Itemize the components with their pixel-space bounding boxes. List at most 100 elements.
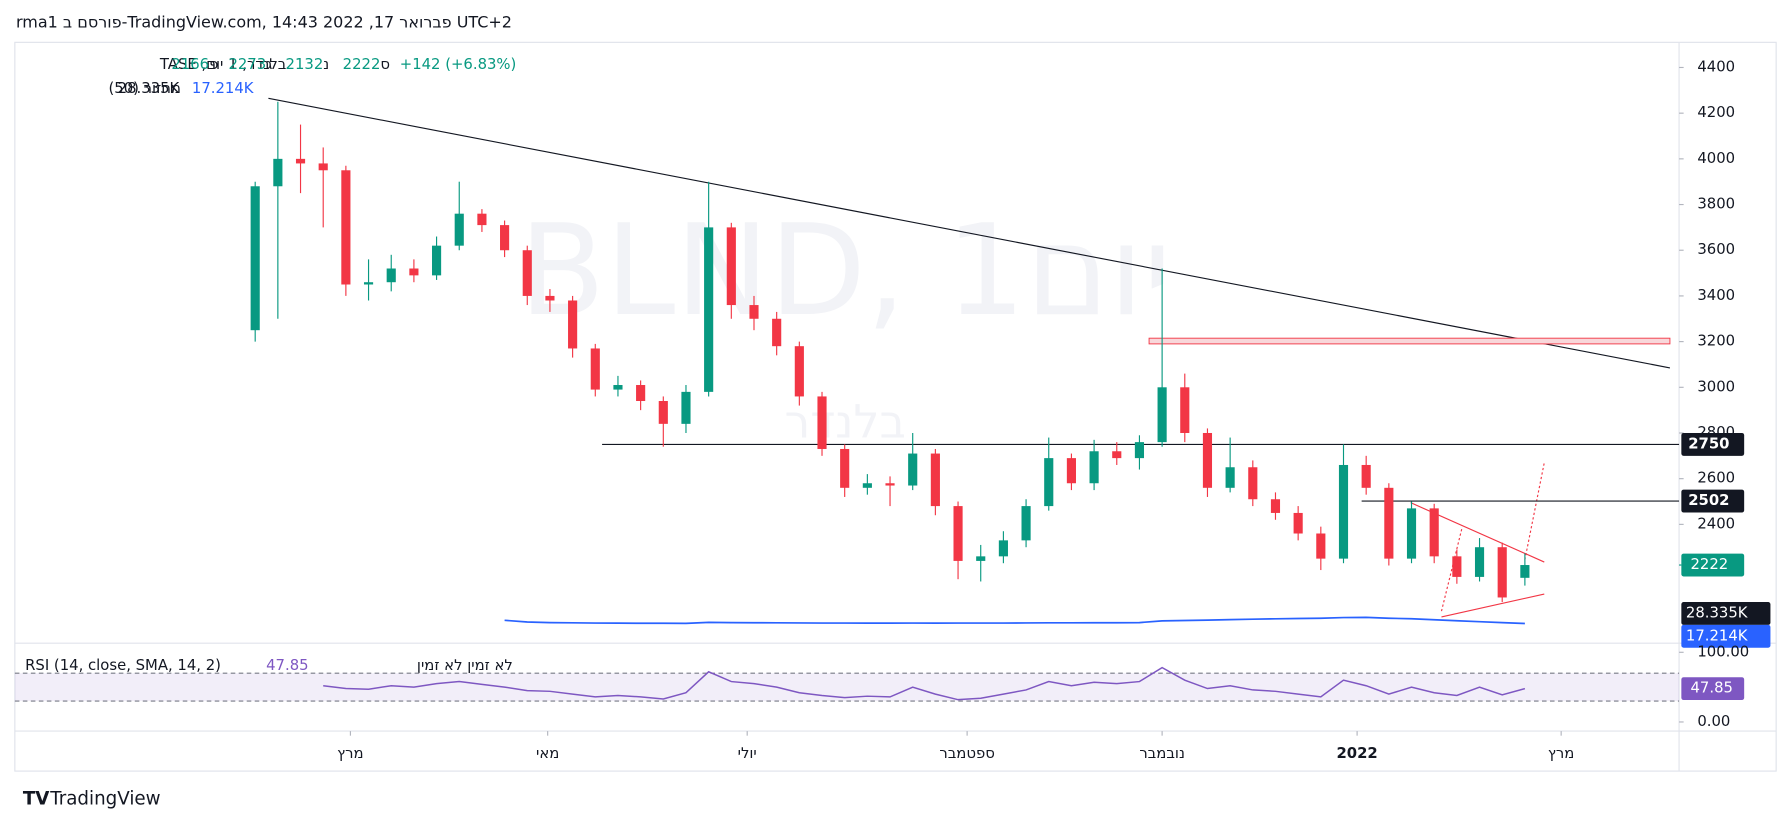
candle-body — [1270, 499, 1281, 513]
x-tick-label: מאי — [536, 745, 559, 762]
candle-body — [1044, 458, 1054, 507]
ohlc-label: נ — [323, 56, 329, 73]
projection — [1440, 527, 1463, 612]
ohlc-item: ס2222 — [343, 56, 390, 73]
candle-body — [1248, 467, 1258, 500]
zone — [1148, 337, 1671, 345]
candle-body — [386, 268, 396, 283]
ohlc-value: 2166 — [171, 56, 209, 73]
candle-body — [953, 506, 963, 561]
level-tag — [1681, 489, 1745, 513]
frame — [14, 41, 1777, 772]
candle-body — [681, 391, 691, 424]
candle-body — [1157, 387, 1167, 443]
candle-body — [409, 268, 419, 276]
candle-body — [636, 385, 646, 402]
candle-body — [1293, 512, 1303, 534]
y-tick-label: 3800 — [1697, 196, 1735, 213]
watermark-sub: בלנדר — [785, 395, 906, 448]
candle-body — [250, 186, 260, 331]
x-tick-label: ספטמבר — [939, 745, 995, 762]
candle-body — [1474, 547, 1485, 577]
symbol: בלנדר, 1 יום, TASE — [159, 56, 286, 73]
candle-body — [1520, 565, 1530, 578]
candle-body — [1406, 508, 1417, 559]
volume-tag — [1681, 624, 1771, 648]
header: rma1 פורסם ב-TradingView.com, פברואר 17,… — [16, 12, 512, 31]
last-price-tag — [1681, 553, 1745, 577]
candle-body — [726, 227, 736, 306]
level-tag — [1681, 432, 1745, 456]
rsi-band-fill — [14, 673, 1680, 702]
volume-name: מחזור (50) — [109, 80, 181, 97]
volume-tag-label: 17.214K — [1686, 627, 1749, 644]
candle-body — [772, 318, 782, 347]
candle-body — [454, 213, 464, 246]
level-tag-label: 2502 — [1688, 492, 1729, 509]
rsi-tag — [1681, 677, 1745, 701]
candle-body — [1338, 464, 1349, 559]
y-tick-label: 4400 — [1697, 58, 1735, 75]
rsi-na: לא זמין לא זמין — [417, 657, 513, 674]
candle-body — [885, 483, 895, 486]
ohlc-item: פ2166 — [171, 56, 218, 73]
x-tick-label: מרץ — [1548, 745, 1574, 762]
y-tick-label: 3200 — [1697, 333, 1735, 350]
watermark: BLND, 1יום — [519, 197, 1171, 344]
volume-tag — [1681, 602, 1771, 625]
footer-logo: TV — [23, 789, 50, 810]
ohlc-label: ס — [380, 56, 390, 73]
rsi-name: RSI (14, close, SMA, 14, 2) — [25, 657, 221, 674]
candle-body — [840, 448, 850, 488]
rsi-line — [323, 666, 1526, 701]
y-tick-label: 3600 — [1697, 241, 1735, 258]
candle-body — [341, 170, 351, 285]
trend-line — [268, 97, 1671, 369]
y-tick-label: 3000 — [1697, 378, 1735, 395]
x-tick-label: 2022 — [1336, 745, 1377, 762]
candle-body — [1134, 442, 1145, 459]
ohlc-value: 2222 — [343, 56, 381, 73]
ohlc-value: 2132 — [286, 56, 324, 73]
ohlc-item: ג2273 — [228, 56, 272, 73]
candle-body — [318, 163, 328, 171]
candle-body — [908, 453, 918, 486]
candle-body — [522, 250, 532, 296]
candle-body — [1180, 387, 1190, 433]
rsi-tag-label: 47.85 — [1690, 680, 1732, 697]
projection — [1524, 462, 1545, 560]
rsi-value: 47.85 — [266, 657, 308, 674]
last-price-label: 2222 — [1690, 556, 1728, 573]
volume-value: 28.335K — [118, 80, 181, 97]
volume-ma-line — [504, 616, 1525, 625]
candle-body — [545, 295, 555, 301]
candle-body — [1112, 451, 1122, 459]
x-tick-label: נובמבר — [1139, 745, 1185, 762]
candle-body — [363, 282, 374, 285]
y-tick-label: 2600 — [1697, 470, 1735, 487]
candle-body — [1384, 487, 1394, 559]
volume-tag-label: 28.335K — [1686, 604, 1749, 621]
change: +142 (+6.83%) — [400, 56, 517, 73]
candle-body — [930, 453, 940, 507]
candle-body — [1361, 464, 1371, 488]
volume-ma-value: 17.214K — [192, 80, 255, 97]
candle-body — [590, 348, 600, 390]
candle-body — [477, 213, 487, 226]
candle-body — [1429, 508, 1439, 557]
candle-body — [1021, 506, 1031, 541]
candle-body — [273, 158, 283, 187]
candle-body — [568, 300, 578, 349]
candle-body — [613, 385, 623, 390]
level-tag-label: 2750 — [1688, 435, 1729, 452]
candle-body — [1089, 451, 1099, 484]
ohlc-label: פ — [209, 56, 218, 73]
y-tick-label: 4000 — [1697, 150, 1735, 167]
candle-body — [1225, 467, 1235, 488]
triangle-line — [1441, 593, 1545, 618]
y-tick-label: 2400 — [1697, 515, 1735, 532]
ohlc-value: 2273 — [228, 56, 266, 73]
ohlc-item: נ2132 — [286, 56, 330, 73]
rsi-tick-label: 100.00 — [1697, 643, 1749, 660]
